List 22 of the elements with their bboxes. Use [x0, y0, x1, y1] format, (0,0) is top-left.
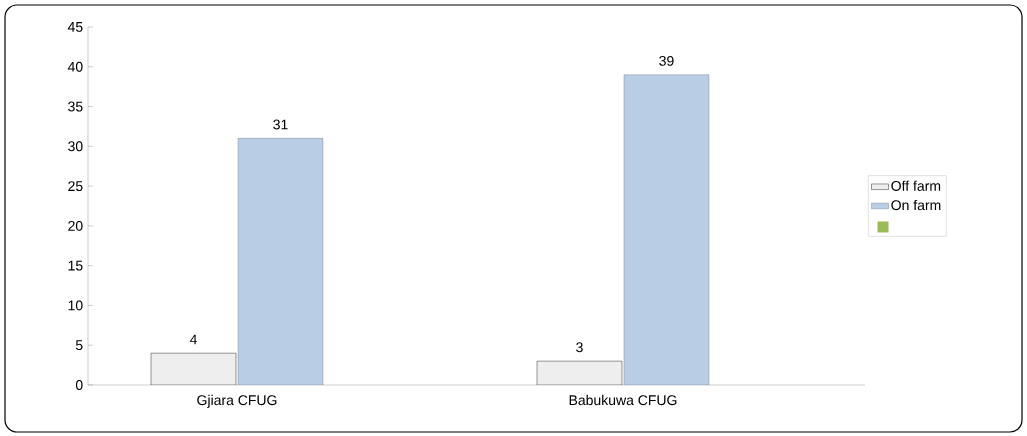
- data-label: 31: [273, 119, 288, 130]
- y-tick-label: 35: [68, 101, 83, 112]
- x-tick-label: Babukuwa CFUG: [569, 394, 677, 406]
- bar: [237, 138, 324, 385]
- bar: [536, 360, 623, 385]
- bar: [623, 74, 710, 385]
- y-tick-label: 20: [68, 220, 83, 231]
- y-tick-label: 40: [67, 61, 83, 72]
- legend-label: On farm: [891, 199, 941, 211]
- legend-label: Off farm: [891, 180, 941, 191]
- y-tick-label: 15: [68, 260, 83, 271]
- data-label: 3: [576, 342, 583, 353]
- y-tick-label: 30: [68, 141, 83, 152]
- y-tick-label: 10: [68, 300, 83, 311]
- data-label: 4: [189, 334, 197, 345]
- y-tick-label: 45: [67, 22, 83, 32]
- y-tick-label: 5: [75, 340, 83, 351]
- data-label: 39: [659, 55, 674, 66]
- y-tick-label: 25: [68, 181, 83, 192]
- x-tick-label: Gjiara CFUG: [197, 394, 277, 408]
- bar: [150, 352, 237, 385]
- y-tick-label: 0: [75, 380, 83, 390]
